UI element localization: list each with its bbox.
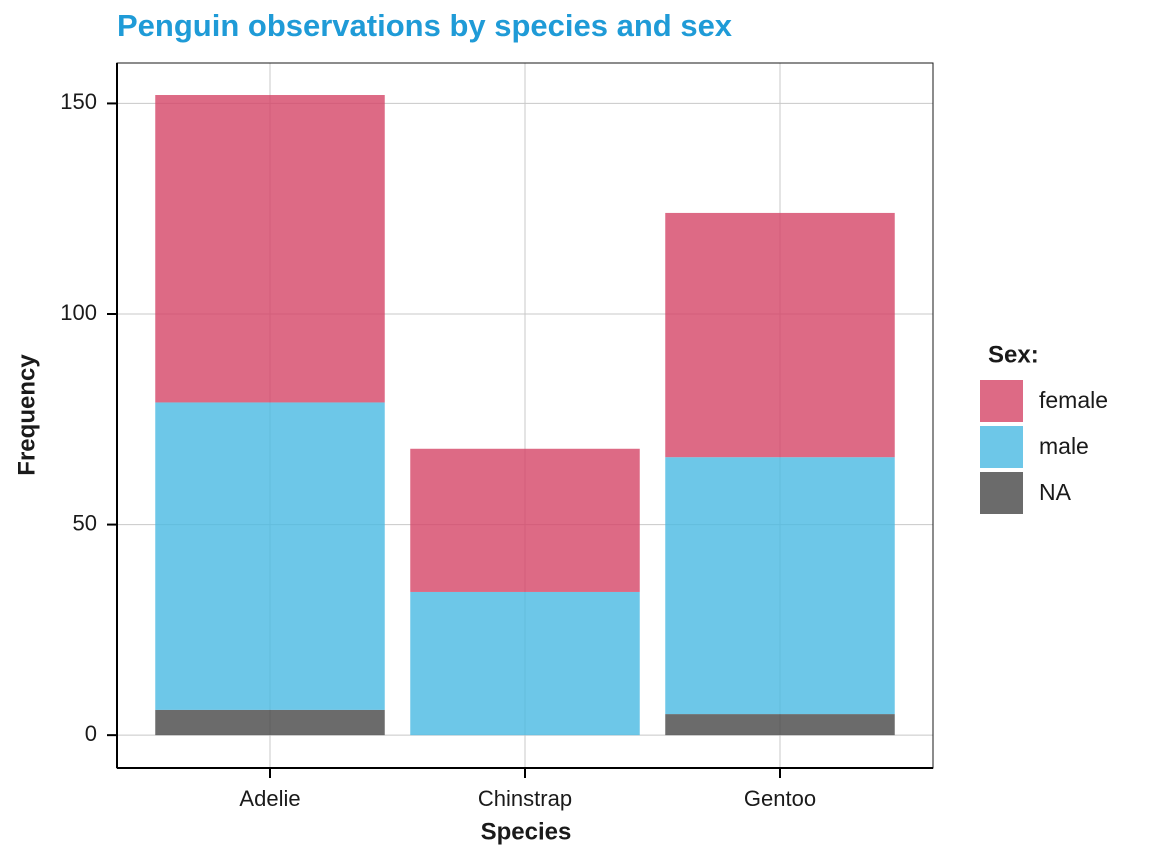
x-tick-label: Adelie: [239, 786, 300, 811]
bar-segment: [410, 448, 640, 592]
y-axis-title: Frequency: [13, 354, 40, 476]
legend-label: NA: [1039, 479, 1072, 505]
bar-segment: [155, 402, 385, 710]
legend-label: male: [1039, 433, 1089, 459]
x-axis-title: Species: [481, 818, 572, 845]
y-tick-label: 150: [60, 89, 97, 114]
legend-key: [980, 472, 1023, 514]
legend-title: Sex:: [988, 341, 1039, 368]
y-tick-label: 0: [85, 721, 97, 746]
x-tick-label: Gentoo: [744, 786, 816, 811]
bar-segment: [665, 212, 895, 458]
legend-label: female: [1039, 387, 1108, 413]
chart-title: Penguin observations by species and sex: [117, 8, 733, 43]
bar-segment: [155, 709, 385, 736]
legend-key: [980, 426, 1023, 468]
bar-segment: [665, 714, 895, 736]
bar-segment: [410, 591, 640, 736]
legend-key: [980, 380, 1023, 422]
x-tick-label: Chinstrap: [478, 786, 572, 811]
bar-segment: [665, 457, 895, 715]
y-tick-label: 100: [60, 300, 97, 325]
y-tick-label: 50: [73, 510, 97, 535]
bar-segment: [155, 95, 385, 403]
